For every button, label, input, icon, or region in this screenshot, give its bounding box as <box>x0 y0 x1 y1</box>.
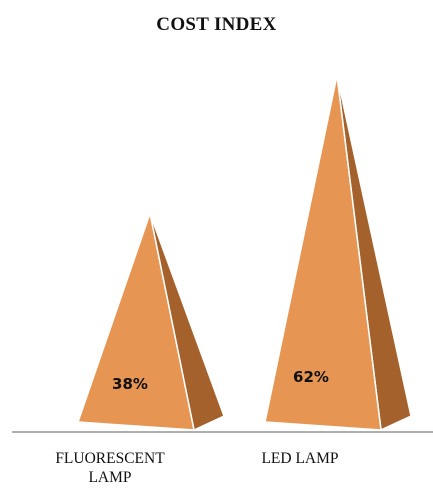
bar-0 <box>76 210 225 432</box>
data-label-1: 62% <box>293 368 329 386</box>
bar-front-face-0 <box>76 210 195 431</box>
bar-front-face-1 <box>264 75 382 431</box>
chart-title: COST INDEX <box>156 14 277 35</box>
bar-1 <box>264 75 412 432</box>
category-label-fluorescent-lamp: FLUORESCENT LAMP <box>55 450 165 486</box>
data-label-0: 38% <box>112 375 148 393</box>
category-label-led-lamp: LED LAMP <box>261 450 339 467</box>
